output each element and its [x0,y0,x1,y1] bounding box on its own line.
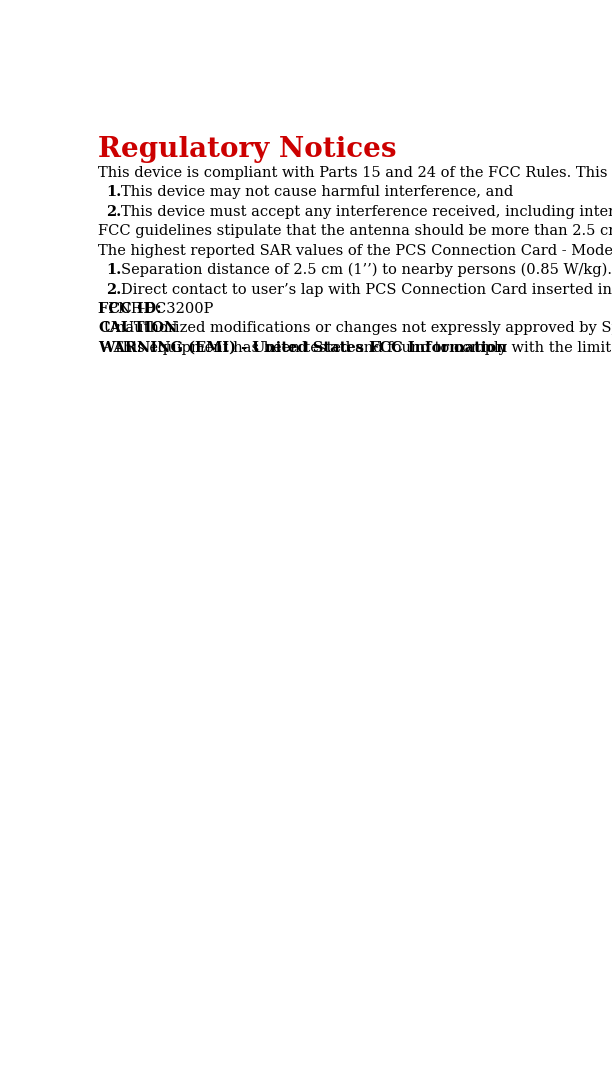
Text: Regulatory Notices: Regulatory Notices [98,136,397,163]
Text: This device is compliant with Parts 15 and 24 of the FCC Rules. This PC card has: This device is compliant with Parts 15 a… [98,166,612,180]
Text: FCC ID:: FCC ID: [98,302,162,316]
Text: 1.: 1. [106,263,121,278]
Text: 2.: 2. [106,205,121,219]
Text: Direct contact to user’s lap with PCS Connection Card inserted into the bottom P: Direct contact to user’s lap with PCS Co… [121,282,612,297]
Text: PNF-PC3200P: PNF-PC3200P [99,302,214,316]
Text: The highest reported SAR values of the PCS Connection Card - Model PC3200 are:: The highest reported SAR values of the P… [98,243,612,257]
Text: Separation distance of 2.5 cm (1’’) to nearby persons (0.85 W/kg).: Separation distance of 2.5 cm (1’’) to n… [121,263,612,278]
Text: - This equipment has been tested and found to comply with the limits pursuant to: - This equipment has been tested and fou… [99,341,612,355]
Text: CAUTION: CAUTION [98,322,177,336]
Text: Unauthorized modifications or changes not expressly approved by Sprint Communica: Unauthorized modifications or changes no… [99,322,612,336]
Text: This device may not cause harmful interference, and: This device may not cause harmful interf… [121,185,513,199]
Text: 1.: 1. [106,185,121,199]
Text: FCC guidelines stipulate that the antenna should be more than 2.5 cm (1’’) from : FCC guidelines stipulate that the antenn… [98,224,612,238]
Text: This device must accept any interference received, including interference that m: This device must accept any interference… [121,205,612,219]
Text: WARNING (EMI) - United States FCC Information: WARNING (EMI) - United States FCC Inform… [98,341,507,355]
Text: 2.: 2. [106,283,121,297]
